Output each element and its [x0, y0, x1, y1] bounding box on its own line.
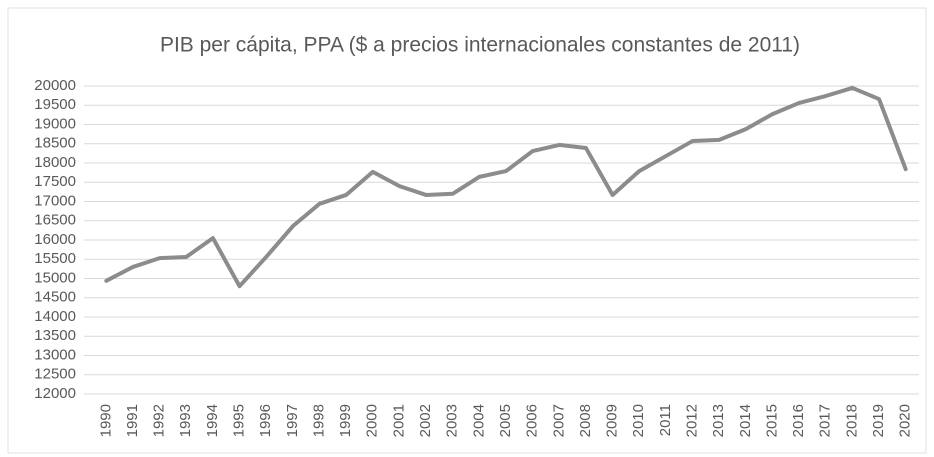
x-tick-label: 2018 — [843, 404, 860, 437]
x-tick-label: 2020 — [897, 404, 914, 437]
x-tick-label: 2003 — [444, 404, 461, 437]
x-tick-label: 2008 — [577, 404, 594, 437]
x-tick-label: 2011 — [657, 404, 674, 436]
x-tick-label: 2004 — [470, 404, 487, 437]
x-tick-label: 2015 — [763, 404, 780, 437]
y-tick-label: 19500 — [34, 96, 76, 113]
y-tick-label: 16000 — [34, 231, 76, 248]
x-tick-label: 2006 — [524, 404, 541, 437]
x-tick-label: 2007 — [550, 404, 567, 437]
x-tick-label: 1999 — [337, 404, 354, 437]
x-tick-label: 2019 — [870, 404, 887, 437]
x-tick-label: 2016 — [790, 404, 807, 437]
y-tick-label: 12500 — [34, 366, 76, 383]
y-tick-label: 18000 — [34, 154, 76, 171]
x-tick-label: 1991 — [124, 404, 141, 437]
y-tick-label: 17500 — [34, 173, 76, 190]
x-tick-label: 2012 — [683, 404, 700, 437]
x-tick-label: 1992 — [151, 404, 168, 437]
x-tick-label: 1998 — [310, 404, 327, 437]
x-tick-label: 1993 — [177, 404, 194, 437]
chart-frame — [7, 7, 927, 454]
x-tick-label: 1990 — [97, 404, 114, 437]
y-tick-label: 19000 — [34, 115, 76, 132]
x-tick-label: 2005 — [497, 404, 514, 437]
x-tick-label: 1994 — [204, 404, 221, 437]
y-tick-label: 17000 — [34, 192, 76, 209]
x-tick-label: 1997 — [284, 404, 301, 437]
y-tick-label: 18500 — [34, 135, 76, 152]
y-tick-label: 13000 — [34, 346, 76, 363]
y-tick-label: 16500 — [34, 212, 76, 229]
y-tick-label: 12000 — [34, 385, 76, 402]
y-tick-label: 15500 — [34, 250, 76, 267]
y-tick-label: 13500 — [34, 327, 76, 344]
series-line — [104, 85, 908, 289]
y-tick-label: 15000 — [34, 269, 76, 286]
y-tick-label: 14000 — [34, 308, 76, 325]
x-tick-label: 2009 — [604, 404, 621, 437]
x-tick-label: 1995 — [231, 404, 248, 437]
x-tick-label: 2000 — [364, 404, 381, 437]
chart-title: PIB per cápita, PPA ($ a precios interna… — [160, 34, 800, 57]
x-tick-label: 2002 — [417, 404, 434, 437]
y-tick-label: 14500 — [34, 289, 76, 306]
x-tick-label: 2010 — [630, 404, 647, 437]
y-tick-label: 20000 — [34, 77, 76, 94]
x-tick-label: 1996 — [257, 404, 274, 437]
x-tick-label: 2014 — [737, 404, 754, 437]
x-tick-label: 2013 — [710, 404, 727, 437]
x-tick-label: 2001 — [390, 404, 407, 437]
x-tick-label: 2017 — [817, 404, 834, 437]
